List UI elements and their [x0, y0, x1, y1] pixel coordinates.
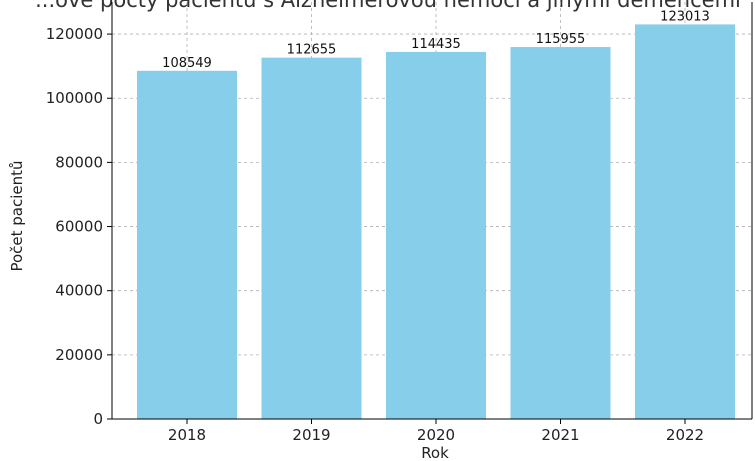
- x-axis-title: Rok: [421, 444, 449, 461]
- bar-2021: [510, 47, 611, 420]
- y-tick-label: 100000: [46, 89, 103, 107]
- y-tick-label: 40000: [55, 282, 103, 300]
- x-tick-label-2021: 2021: [541, 426, 579, 444]
- data-label-2021: 115955: [536, 32, 586, 47]
- x-tick-label-2022: 2022: [666, 426, 704, 444]
- x-tick-label-2019: 2019: [292, 426, 330, 444]
- bar-2022: [635, 24, 735, 420]
- y-tick-label: 80000: [55, 153, 103, 171]
- y-tick-label: 20000: [55, 346, 103, 364]
- y-tick-label: 120000: [46, 25, 103, 43]
- x-tick-label-2020: 2020: [417, 426, 455, 444]
- bars: [137, 24, 735, 420]
- data-labels: 108549 112655 114435 115955 123013: [162, 9, 710, 70]
- axes: 0 20000 40000 60000 80000 100000 120000 2018 201…: [46, 2, 753, 444]
- x-tick-label-2018: 2018: [168, 426, 206, 444]
- bar-2018: [137, 70, 237, 420]
- data-label-2022: 123013: [660, 9, 710, 24]
- data-label-2020: 114435: [411, 37, 461, 52]
- y-tick-label: 0: [93, 410, 103, 428]
- y-tick-label: 60000: [55, 218, 103, 236]
- chart-title: ...ové počty pacientů s Alzheimerovou ne…: [35, 0, 741, 12]
- data-label-2019: 112655: [287, 43, 337, 58]
- data-label-2018: 108549: [162, 56, 212, 71]
- y-axis-title: Počet pacientů: [8, 160, 26, 271]
- bar-2019: [261, 57, 362, 420]
- bar-2020: [386, 51, 486, 419]
